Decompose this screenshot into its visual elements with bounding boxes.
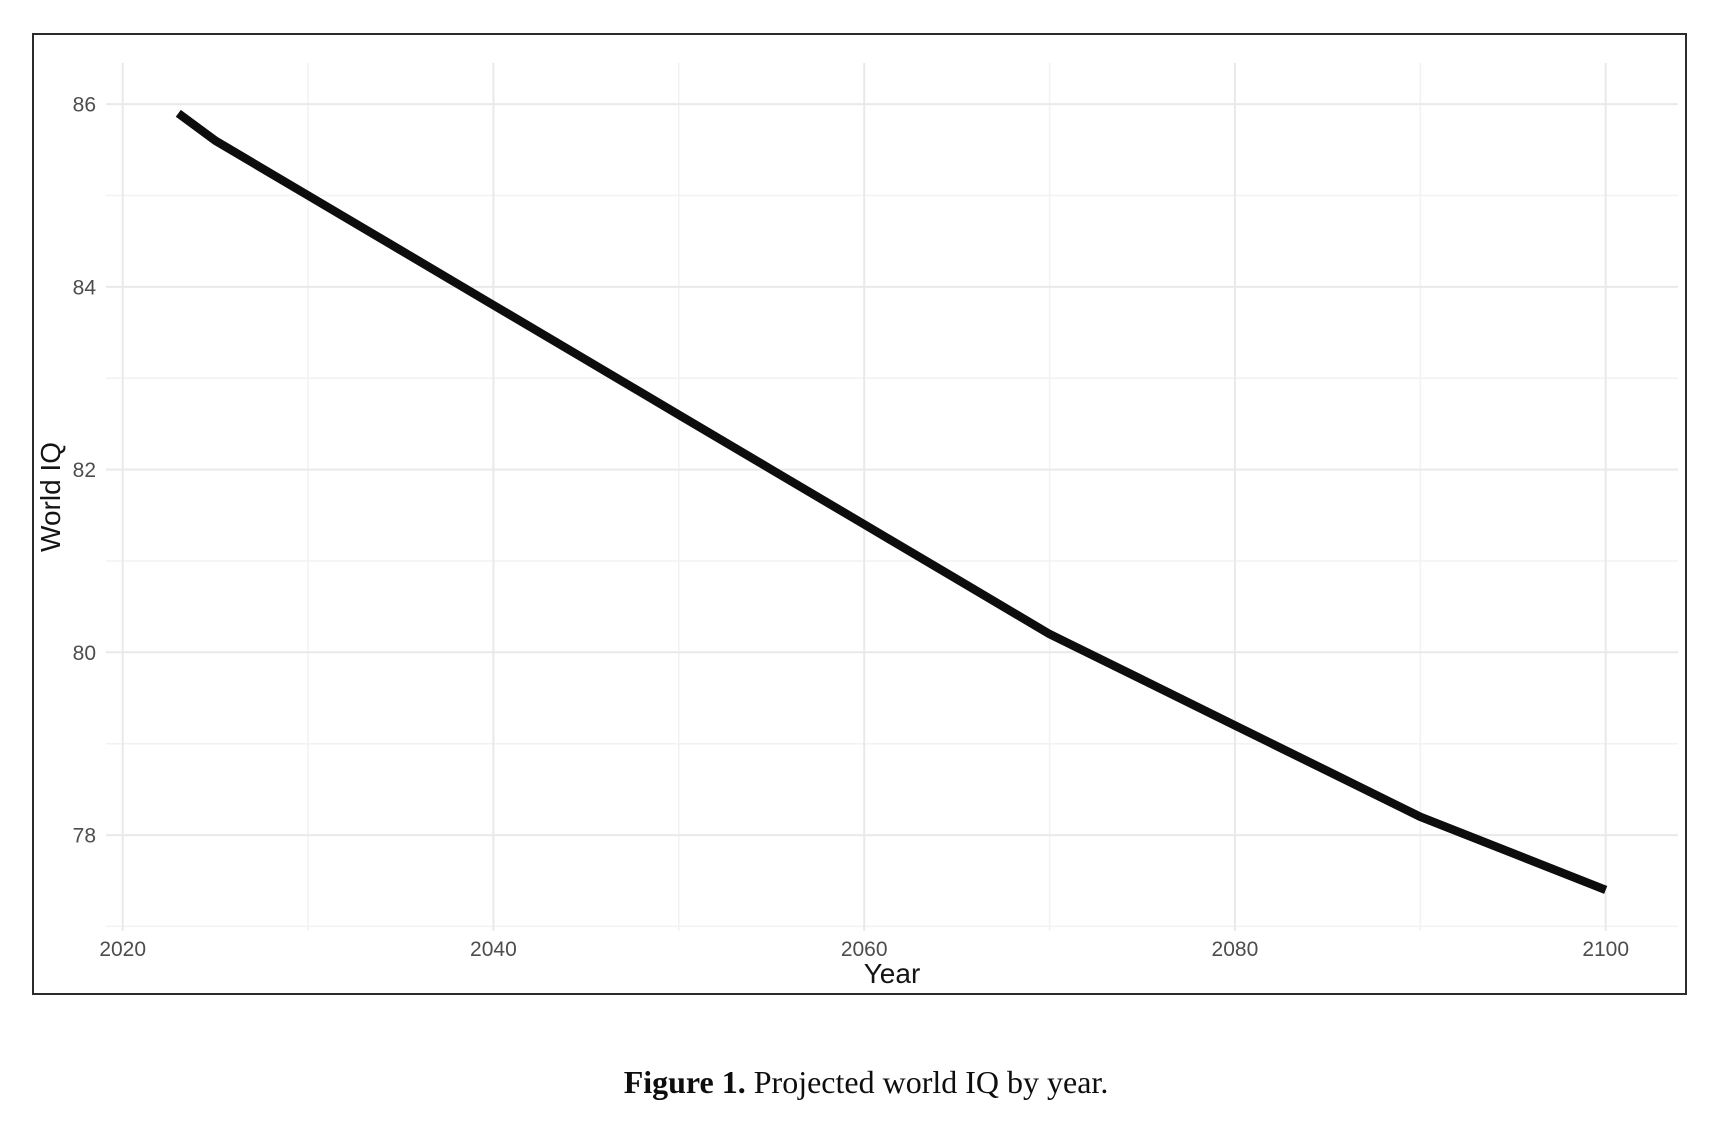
figure-1: 2020 2040 2060 2080 2100 78 80 82 84 86 Year World … [32,33,1687,995]
x-tick-label: 2060 [841,938,888,961]
y-tick-label: 80 [73,642,96,665]
x-tick-label: 2020 [99,938,146,961]
figure-caption-text: Projected world IQ by year. [745,1064,1109,1100]
figure-caption-label: Figure 1. [623,1064,746,1100]
line-chart: 2020 2040 2060 2080 2100 78 80 82 84 86 Year World … [32,33,1687,995]
y-tick-label: 86 [73,94,96,117]
y-axis-title: World IQ [35,442,66,552]
x-tick-label: 2040 [470,938,517,961]
y-tick-label: 78 [73,825,96,848]
y-tick-label: 84 [73,276,97,299]
x-tick-label: 2100 [1582,938,1629,961]
y-tick-label: 82 [73,459,96,482]
figure-caption: Figure 1. Projected world IQ by year. [0,1062,1732,1102]
figure-border [32,33,1687,995]
x-axis-title: Year [864,958,921,989]
x-tick-label: 2080 [1212,938,1259,961]
iq-projection-line [175,109,1608,894]
